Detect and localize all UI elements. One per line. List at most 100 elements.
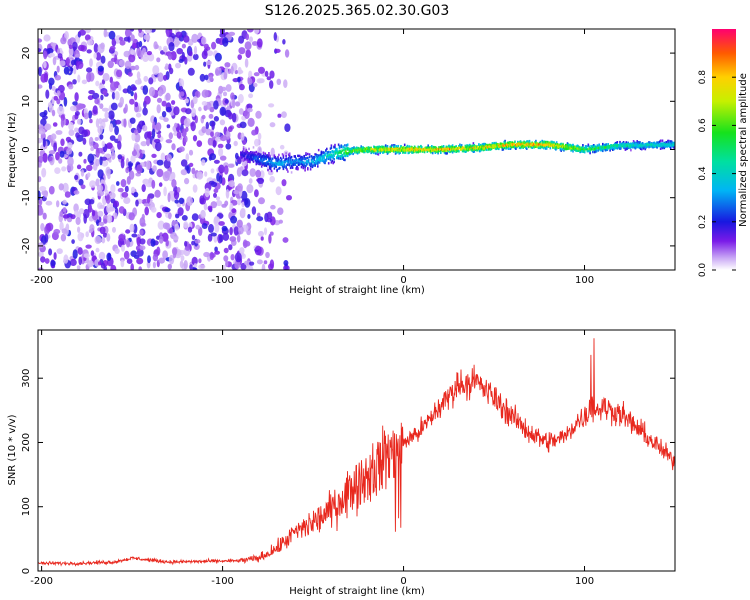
noise-blob [74,127,79,133]
noise-blob [247,107,253,113]
noise-blob [278,219,283,224]
signal-cell [587,148,590,151]
noise-blob [185,108,192,115]
noise-blob [220,135,227,142]
noise-blob [171,179,177,188]
signal-cell [402,148,404,152]
signal-cell [582,150,584,153]
noise-blob [101,159,109,167]
signal-cell [288,156,290,160]
noise-blob [168,212,172,220]
noise-blob [230,215,238,224]
noise-blob [208,155,212,161]
signal-cell [314,164,316,167]
signal-cell [414,148,417,151]
signal-cell [256,157,258,161]
signal-cell [274,165,277,168]
signal-cell [374,146,376,149]
signal-cell [289,161,292,164]
signal-cell [442,145,445,148]
signal-cell [564,145,566,148]
noise-blob [95,178,100,187]
signal-cell [453,150,456,153]
signal-cell [278,153,280,157]
signal-cell [481,145,484,148]
noise-blob [127,85,132,94]
signal-cell [670,145,673,148]
signal-cell [642,147,645,150]
noise-blob [77,118,82,125]
signal-cell [317,156,319,159]
signal-cell [603,143,606,147]
signal-cell [338,146,341,149]
signal-cell [398,149,400,152]
signal-cell [451,148,454,151]
signal-cell [257,159,259,163]
signal-cell [281,161,284,164]
signal-cell [619,145,621,148]
signal-cell [645,143,647,146]
signal-cell [435,148,438,151]
signal-cell [248,156,250,159]
noise-blob [255,169,262,178]
signal-cell [309,165,312,168]
signal-cell [541,146,543,149]
noise-blob [269,259,275,269]
signal-cell [575,145,578,148]
noise-blob [108,192,116,199]
noise-blob [196,171,204,180]
signal-cell [389,150,391,153]
signal-cell [351,150,353,153]
noise-blob [208,113,214,119]
signal-cell [488,144,490,147]
signal-cell [266,162,268,165]
signal-cell [611,146,613,150]
signal-cell [344,151,346,155]
signal-cell [282,167,285,170]
signal-cell [425,148,428,151]
noise-blob [90,146,95,152]
signal-cell [338,149,341,152]
signal-cell [621,142,623,146]
signal-cell [478,143,480,146]
signal-cell [268,157,270,160]
noise-blob [61,228,68,235]
signal-cell [601,147,603,151]
noise-blob [118,84,122,91]
noise-blob [62,182,69,193]
signal-cell [556,145,559,148]
noise-blob [72,101,78,106]
signal-cell [278,163,280,166]
signal-cell [426,146,429,149]
noise-blob [96,184,104,192]
signal-cell [457,150,459,153]
signal-cell [610,145,612,148]
signal-cell [290,160,293,164]
signal-cell [533,146,535,149]
signal-cell [576,149,579,152]
signal-cell [305,152,307,155]
signal-cell [583,150,586,153]
noise-blob [124,60,132,69]
noise-blob [153,41,158,50]
noise-blob [220,86,227,92]
noise-blob [145,183,153,188]
signal-cell [269,157,272,160]
noise-blob [83,112,89,120]
signal-cell [388,148,391,151]
noise-blob [130,49,135,55]
noise-blob [165,63,169,70]
noise-blob [43,61,47,69]
noise-blob [234,101,241,107]
noise-blob [186,164,191,174]
signal-cell [334,152,336,155]
signal-cell [350,147,353,151]
noise-blob [180,169,188,176]
signal-cell [380,147,382,150]
signal-cell [372,149,374,153]
signal-cell [474,148,476,151]
signal-cell [333,154,335,158]
noise-blob [146,51,152,56]
signal-cell [401,149,403,153]
signal-cell [621,141,624,145]
